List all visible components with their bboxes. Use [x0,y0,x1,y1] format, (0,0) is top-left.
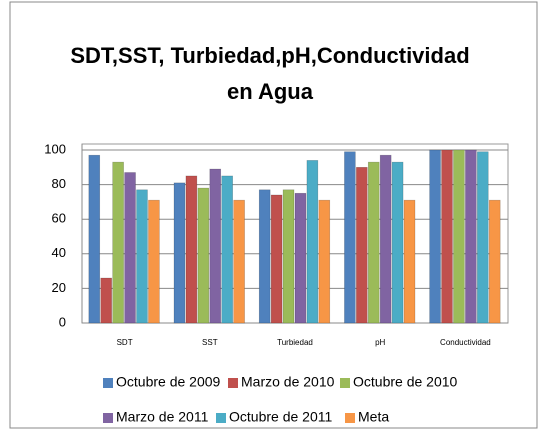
legend-swatch [103,378,113,388]
bar [270,194,283,324]
bar [112,161,124,324]
legend-label: Marzo de 2010 [241,374,335,390]
y-tick-label: 0 [59,314,66,329]
bar [282,189,295,324]
x-tick-label: Turbiedad [277,338,313,347]
y-tick-label: 20 [52,280,66,295]
bar [306,160,319,324]
legend-swatch [216,413,226,423]
bar [344,151,356,324]
x-tick-label: pH [375,338,385,347]
bar [429,149,441,324]
y-tick-label: 40 [52,245,66,260]
y-tick-label: 80 [52,176,66,191]
x-tick-label: SDT [117,338,133,347]
bar [136,189,148,324]
bar [294,192,307,324]
x-tick-label: SST [202,338,218,347]
bar [209,168,222,324]
bar [100,277,112,324]
bar [318,199,331,324]
bar [88,154,101,324]
legend-label: Octubre de 2010 [353,374,458,390]
bar [221,175,233,324]
bar [148,199,160,324]
bar [233,199,245,324]
bar [356,167,368,324]
legend-swatch [103,413,113,423]
chart-title: SDT,SST, Turbiedad,pH,Conductividad en A… [70,43,470,104]
bar [197,187,210,324]
bar [465,149,477,324]
bar [391,161,404,324]
bar [185,175,198,324]
bar [477,151,489,324]
y-tick-label: 100 [44,141,66,156]
bar [367,161,380,324]
bar [258,189,271,324]
legend-swatch [345,413,355,423]
legend-label: Meta [358,409,389,425]
bar [441,149,453,324]
bar [379,154,392,324]
legend-label: Marzo de 2011 [116,409,209,425]
legend-label: Octubre de 2009 [116,374,221,390]
legend-swatch [340,378,350,388]
y-tick-label: 60 [52,211,66,226]
bar [453,149,465,324]
bar [488,199,501,324]
legend-label: Octubre de 2011 [229,409,332,425]
bar [173,182,186,324]
legend-swatch [228,378,238,388]
x-tick-label: Conductividad [440,338,491,347]
bar [403,199,416,324]
bar [124,172,136,324]
